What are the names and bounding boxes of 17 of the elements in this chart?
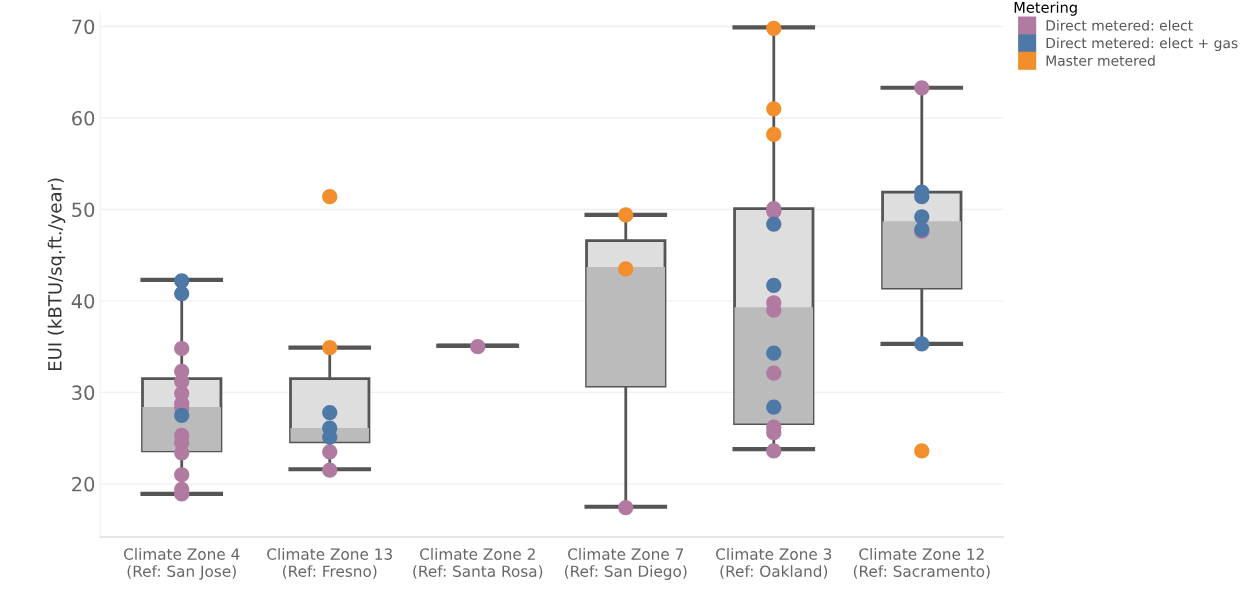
y-tick-label: 30 xyxy=(72,385,95,401)
legend-title: Metering xyxy=(1014,1,1077,16)
x-tick-label: Climate Zone 2 (Ref: Santa Rosa) xyxy=(413,548,543,579)
y-tick-label: 60 xyxy=(72,110,95,126)
x-tick-label: Climate Zone 4 (Ref: San Jose) xyxy=(124,548,240,580)
x-tick-label: Climate Zone 12 (Ref: Sacramento) xyxy=(853,548,990,579)
legend-label: Direct metered: elect xyxy=(1046,19,1193,31)
y-tick-label: 50 xyxy=(72,202,95,218)
y-tick-label: 20 xyxy=(72,476,95,492)
y-tick-label: 40 xyxy=(71,293,95,309)
x-tick-label: Climate Zone 7 (Ref: San Diego) xyxy=(565,548,687,580)
legend-label: Master metered xyxy=(1046,55,1155,66)
x-tick-label: Climate Zone 3 (Ref: Oakland) xyxy=(716,548,832,579)
y-tick-label: 70 xyxy=(72,19,95,35)
legend-label: Direct metered: elect + gas xyxy=(1046,37,1238,51)
y-axis-title: EUI (kBTU/sq.ft./year) xyxy=(47,178,66,371)
x-tick-label: Climate Zone 13 (Ref: Fresno) xyxy=(267,548,392,579)
